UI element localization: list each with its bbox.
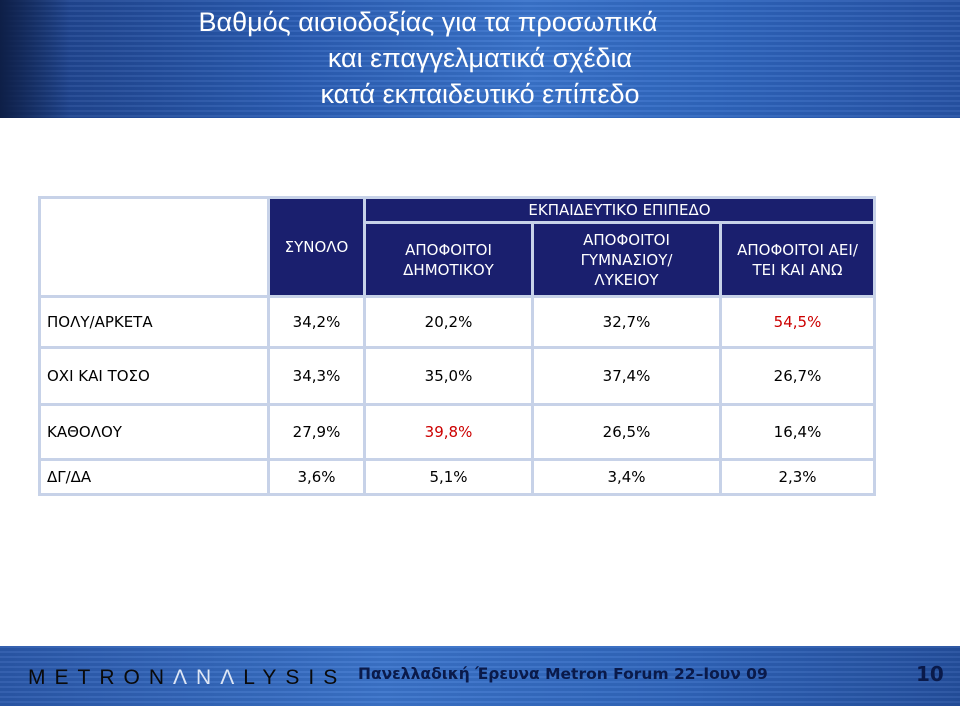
page-number: 10 (916, 662, 944, 686)
value-cell-r2-primary: 35,0% (366, 349, 531, 403)
row-label-not-much: ΟΧΙ ΚΑΙ ΤΟΣΟ (41, 349, 267, 403)
value-cell-r2-secondary: 37,4% (534, 349, 719, 403)
slide-title-line-1: Βαθμός αισιοδοξίας για τα προσωπικά (198, 7, 658, 37)
value-cell-r3-university: 16,4% (722, 406, 873, 458)
value-cell-r3-total: 27,9% (270, 406, 363, 458)
value-cell-r3-primary: 39,8% (366, 406, 531, 458)
value-cell-r4-total: 3,6% (270, 461, 363, 493)
title-banner: Βαθμός αισιοδοξίας για τα προσωπικά και … (0, 0, 960, 118)
column-header-total: ΣΥΝΟΛΟ (270, 199, 363, 295)
logo-part-lysis: LYSIS (243, 666, 347, 689)
value-cell-r2-university: 26,7% (722, 349, 873, 403)
value-cell-r4-secondary: 3,4% (534, 461, 719, 493)
logo-part-ana: ΛNΛ (173, 666, 244, 689)
value-cell-r1-primary: 20,2% (366, 298, 531, 346)
value-cell-r1-university: 54,5% (722, 298, 873, 346)
row-label-very-enough: ΠΟΛΥ/ΑΡΚΕΤΑ (41, 298, 267, 346)
value-cell-r1-total: 34,2% (270, 298, 363, 346)
row-label-not-at-all: ΚΑΘΟΛΟΥ (41, 406, 267, 458)
column-header-primary: ΑΠΟΦΟΙΤΟΙ ΔΗΜΟΤΙΚΟΥ (366, 224, 531, 295)
footer-caption: Πανελλαδική Έρευνα Metron Forum 22–Ιουν … (358, 665, 768, 683)
header-corner (41, 199, 267, 295)
footer-bar: METRONΛNΛLYSIS Πανελλαδική Έρευνα Metron… (0, 646, 960, 706)
value-cell-r2-total: 34,3% (270, 349, 363, 403)
group-header-education: ΕΚΠΑΙΔΕΥΤΙΚΟ ΕΠΙΠΕΔΟ (366, 199, 873, 221)
column-header-secondary: ΑΠΟΦΟΙΤΟΙ ΓΥΜΝΑΣΙΟΥ/ ΛΥΚΕΙΟΥ (534, 224, 719, 295)
row-label-dont-know: ΔΓ/ΔΑ (41, 461, 267, 493)
slide-title-line-2: και επαγγελματικά σχέδια (327, 43, 633, 73)
slide-title-line-3: κατά εκπαιδευτικό επίπεδο (320, 79, 640, 109)
metron-analysis-logo: METRONΛNΛLYSIS (28, 666, 346, 690)
column-header-university: ΑΠΟΦΟΙΤΟΙ ΑΕΙ/ΤΕΙ ΚΑΙ ΑΝΩ (722, 224, 873, 295)
value-cell-r1-secondary: 32,7% (534, 298, 719, 346)
value-cell-r4-primary: 5,1% (366, 461, 531, 493)
logo-part-metron: METRON (28, 666, 173, 689)
value-cell-r4-university: 2,3% (722, 461, 873, 493)
data-table: ΣΥΝΟΛΟ ΕΚΠΑΙΔΕΥΤΙΚΟ ΕΠΙΠΕΔΟ ΑΠΟΦΟΙΤΟΙ ΔΗ… (38, 196, 876, 496)
value-cell-r3-secondary: 26,5% (534, 406, 719, 458)
